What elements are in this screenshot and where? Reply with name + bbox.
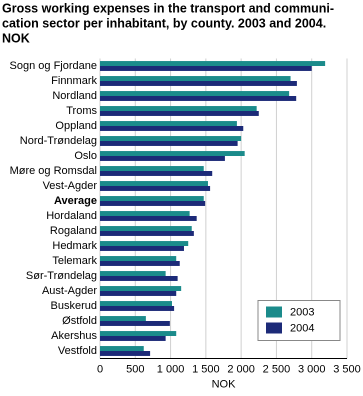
y-tick-label: Oslo (74, 150, 97, 162)
y-tick-label: Rogaland (50, 225, 97, 237)
bar (100, 201, 206, 206)
x-axis-label: NOK (212, 378, 237, 390)
bar (100, 276, 178, 281)
bar (100, 291, 177, 296)
bar (100, 256, 177, 261)
y-tick-label: Troms (66, 105, 97, 117)
bar (100, 126, 244, 131)
bar (100, 346, 144, 351)
bar (100, 81, 297, 86)
x-tick-label: 2 000 (227, 363, 255, 375)
bar (100, 241, 189, 246)
bar (100, 261, 180, 266)
chart-title: NOK (2, 31, 30, 45)
bar (100, 351, 151, 356)
bar (100, 121, 237, 126)
x-tick-label: 0 (97, 363, 103, 375)
bar (100, 166, 204, 171)
bar (100, 136, 242, 141)
y-tick-label: Nord-Trøndelag (20, 135, 97, 147)
bar (100, 231, 194, 236)
y-tick-label: Oppland (55, 120, 97, 132)
y-tick-label: Akershus (51, 330, 97, 342)
y-tick-label: Hedmark (52, 240, 97, 252)
bar (100, 226, 192, 231)
y-tick-label: Vestfold (58, 345, 97, 357)
y-tick-label: Aust-Agder (42, 285, 97, 297)
bar (100, 61, 326, 66)
bar (100, 156, 225, 161)
y-tick-label: Finnmark (51, 75, 97, 87)
bar (100, 76, 291, 81)
y-tick-label: Nordland (52, 90, 97, 102)
legend-label: 2004 (290, 322, 314, 334)
y-tick-label: Average (54, 195, 97, 207)
y-tick-label: Østfold (62, 315, 97, 327)
bar (100, 186, 211, 191)
bar (100, 196, 204, 201)
bar (100, 331, 177, 336)
bar (100, 286, 182, 291)
bar (100, 211, 190, 216)
x-tick-label: 3 500 (333, 363, 361, 375)
y-tick-label: Sogn og Fjordane (10, 60, 97, 72)
y-tick-label: Vest-Agder (43, 180, 98, 192)
x-tick-label: 1 000 (157, 363, 185, 375)
bar (100, 171, 213, 176)
legend-label: 2003 (290, 306, 314, 318)
bar (100, 306, 175, 311)
y-tick-label: Sør-Trøndelag (26, 270, 97, 282)
bar (100, 111, 259, 116)
legend-swatch (266, 306, 282, 318)
chart-title: Gross working expenses in the transport … (2, 1, 334, 15)
x-tick-label: 500 (126, 363, 144, 375)
bar (100, 96, 297, 101)
y-tick-label: Hordaland (46, 210, 97, 222)
y-tick-label: Møre og Romsdal (10, 165, 97, 177)
x-tick-label: 3 000 (298, 363, 326, 375)
bar (100, 301, 172, 306)
bar (100, 246, 184, 251)
bar (100, 216, 197, 221)
bar (100, 91, 290, 96)
bar (100, 141, 238, 146)
bar (100, 321, 170, 326)
x-tick-label: 2 500 (263, 363, 291, 375)
bar (100, 106, 257, 111)
bar (100, 316, 146, 321)
bar (100, 181, 208, 186)
bar (100, 271, 166, 276)
chart-title: cation sector per inhabitant, by county.… (2, 16, 326, 30)
y-tick-label: Telemark (52, 255, 97, 267)
legend-swatch (266, 322, 282, 334)
bar (100, 336, 166, 341)
y-tick-label: Buskerud (51, 300, 97, 312)
bar (100, 66, 312, 71)
x-tick-label: 1 500 (192, 363, 220, 375)
bar (100, 151, 245, 156)
